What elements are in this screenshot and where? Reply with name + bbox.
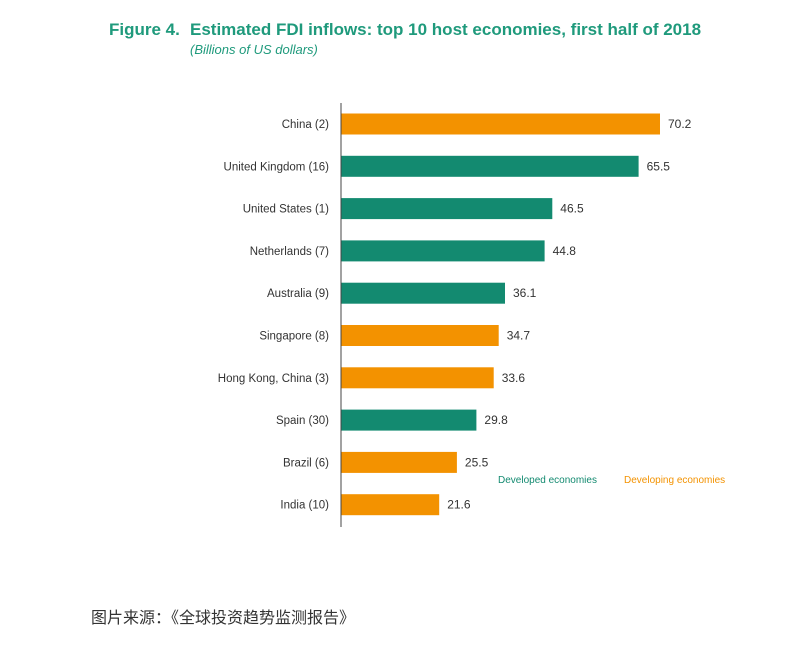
category-label: China (2): [282, 119, 329, 131]
bar: [341, 240, 545, 262]
value-label: 70.2: [668, 117, 692, 131]
legend-item-developing: Developing economies: [624, 475, 725, 486]
bar: [341, 367, 494, 389]
bar: [341, 198, 553, 220]
category-label: Hong Kong, China (3): [218, 373, 329, 385]
bar: [341, 494, 440, 516]
legend-item-developed: Developed economies: [498, 475, 597, 486]
category-label: Brazil (6): [283, 457, 329, 469]
value-label: 21.6: [447, 498, 471, 512]
value-label: 36.1: [513, 286, 537, 300]
value-label: 34.7: [507, 329, 531, 343]
bar-chart: China (2) 70.2 United Kingdom (16) 65.5 Unit…: [218, 103, 725, 527]
category-label: Singapore (8): [259, 331, 329, 343]
category-label: United Kingdom (16): [224, 161, 330, 173]
value-label: 25.5: [465, 455, 489, 469]
bar: [341, 325, 499, 346]
value-label: 65.5: [647, 159, 671, 173]
category-label: India (10): [280, 500, 329, 512]
bar: [341, 282, 505, 304]
category-label: Netherlands (7): [250, 246, 329, 258]
category-label: Spain (30): [276, 415, 329, 427]
category-label: United States (1): [243, 204, 329, 216]
bar: [341, 113, 660, 135]
chart-title: Estimated FDI inflows: top 10 host econo…: [190, 20, 702, 39]
value-label: 46.5: [560, 202, 584, 216]
source-caption: 图片来源：《全球投资趋势监测报告》: [91, 608, 356, 627]
chart-subtitle: (Billions of US dollars): [190, 42, 318, 57]
bar: [341, 451, 457, 473]
value-label: 44.8: [553, 244, 577, 258]
figure-label: Figure 4.: [109, 20, 180, 39]
category-label: Australia (9): [267, 288, 329, 300]
value-label: 29.8: [484, 413, 508, 427]
bar: [341, 409, 477, 431]
bar: [341, 155, 639, 177]
value-label: 33.6: [502, 371, 526, 385]
